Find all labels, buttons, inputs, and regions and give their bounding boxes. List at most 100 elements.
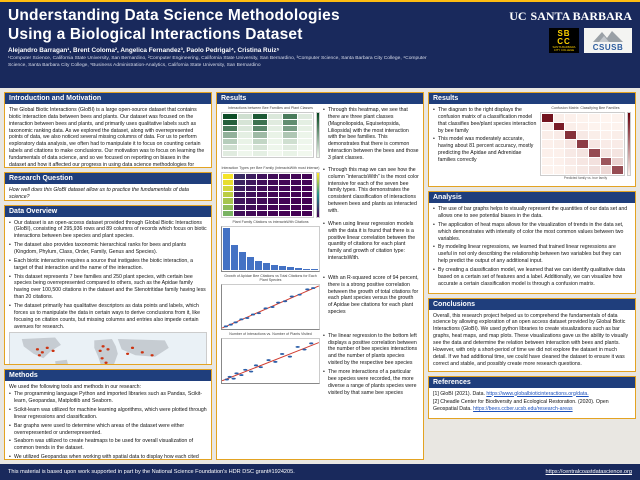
apidae-regression-plot: [221, 283, 320, 330]
results-row-bar-chart: Plant Family Citations vs interactsWith …: [221, 219, 419, 272]
sbcc-logo-sb: SB: [557, 29, 571, 38]
header-logos: UC SANTA BARBARA SB CC SANTA BARBARA CIT…: [482, 7, 632, 85]
sbcc-logo-cc: CC: [557, 36, 571, 46]
section-references: References [1] GloBI (2021). Data. https…: [428, 375, 636, 420]
section-data-overview: Data Overview Our dataset is an open-acc…: [4, 204, 212, 366]
results-bullets: The linear regression to the bottom left…: [323, 333, 419, 399]
analysis-title: Analysis: [429, 192, 635, 204]
results-bullets: When using linear regression models with…: [323, 221, 419, 264]
ucsb-logo-wordmark: SANTA BARBARA: [530, 9, 632, 23]
section-results-main: Results Interactions between Bee Familie…: [216, 92, 424, 460]
poster-title-line2: Using a Biological Interactions Dataset: [8, 25, 303, 43]
methods-list: The programming language Python and impo…: [9, 391, 207, 459]
results2-bullets: The diagram to the right displays the co…: [433, 107, 537, 166]
middle-column: Results Interactions between Bee Familie…: [216, 92, 424, 460]
ucsb-logo: UC SANTA BARBARA: [509, 9, 632, 24]
conclusions-text: Overall, this research project helped us…: [433, 312, 629, 367]
bullet: The programming language Python and impo…: [9, 391, 207, 405]
reference-link[interactable]: https://bees.ccber.ucsb.edu/research-are…: [473, 406, 573, 413]
bullet: Seaborn was utilized to create heatmaps …: [9, 438, 207, 452]
scatter-interactions-title: Number of Interactions vs. Number of Pla…: [229, 331, 312, 336]
bullet: The dataset also provides taxonomic hier…: [9, 242, 207, 256]
interactions-regression-plot: [221, 337, 320, 384]
section-results-continued: Results The diagram to the right display…: [428, 92, 636, 188]
reference-text: [1] GloBI (2021). Data.: [433, 390, 487, 397]
bullet: The application of heat maps allows for …: [433, 222, 631, 243]
ucsb-logo-uc: UC: [509, 9, 527, 23]
references-title: References: [429, 376, 635, 388]
poster-body: Introduction and Motivation The Global B…: [0, 88, 640, 464]
conclusions-title: Conclusions: [429, 298, 635, 310]
bar-chart-title: Plant Family Citations vs interactsWith …: [232, 219, 309, 224]
introduction-title: Introduction and Motivation: [5, 93, 211, 104]
results-row-scatter-apidae: Growth of Apidae Bee Citations vs Total …: [221, 273, 419, 330]
bullet: When using linear regression models with…: [323, 221, 419, 262]
scatter-apidae-title: Growth of Apidae Bee Citations vs Total …: [224, 273, 317, 282]
bullet: We utilized Geopandas when working with …: [9, 454, 207, 459]
bullet: The use of bar graphs helps to visually …: [433, 206, 631, 220]
section-methods: Methods We used the following tools and …: [4, 369, 212, 460]
data-overview-list: Our dataset is an open-access dataset pr…: [9, 220, 207, 331]
bullet: Scikit-learn was utilized for machine le…: [9, 407, 207, 421]
methods-intro: We used the following tools and methods …: [9, 384, 141, 391]
poster-header: Understanding Data Science Methodologies…: [0, 2, 640, 88]
section-research-question: Research Question How well does this Glo…: [4, 171, 212, 201]
reference-item: [1] GloBI (2021). Data. https://www.glob…: [433, 391, 631, 398]
reference-link[interactable]: https://www.globalbioticinteractions.org…: [486, 390, 589, 397]
results-title: Results: [217, 93, 423, 104]
reds-colorbar: [627, 111, 631, 176]
csusb-logo: CSUSB: [584, 28, 632, 53]
confusion-matrix-axis-label: Predicted family vs. true family: [563, 175, 608, 180]
analysis-list: The use of bar graphs helps to visually …: [433, 206, 631, 287]
results-row-heatmap-families: Interactions between Bee Families and Pl…: [221, 106, 419, 164]
bullet: Bar graphs were used to determine which …: [9, 423, 207, 437]
sbcc-logo: SB CC SANTA BARBARA CITY COLLEGE: [549, 28, 579, 54]
bullet: With an R-squared score of 94 percent, t…: [323, 275, 419, 316]
results-bullets: Through this map we can see how the colu…: [323, 167, 419, 217]
bullet: By modeling linear regressions, we learn…: [433, 244, 631, 265]
affiliations-line: ¹Computer Science, California State Univ…: [8, 56, 427, 68]
bullet: This dataset represents 7 bee families a…: [9, 274, 207, 301]
confusion-matrix: [539, 111, 625, 176]
left-column: Introduction and Motivation The Global B…: [4, 92, 212, 460]
footer-url[interactable]: https://centralcoastdatascience.org: [545, 469, 632, 475]
citations-bar-chart: [221, 225, 320, 272]
world-map-figure: [9, 332, 207, 365]
right-column: Results The diagram to the right display…: [428, 92, 636, 460]
research-question-title: Research Question: [5, 172, 211, 184]
interaction-types-heatmap: [221, 171, 314, 218]
introduction-text: The Global Biotic Interactions (GloBI) i…: [9, 107, 205, 167]
bee-plant-heatmap: [221, 111, 314, 158]
footer-acknowledgment: This material is based upon work support…: [8, 469, 295, 475]
bullet: The diagram to the right displays the co…: [433, 107, 537, 134]
partner-logos: SB CC SANTA BARBARA CITY COLLEGE CSUSB: [549, 28, 632, 54]
results2-row: The diagram to the right displays the co…: [433, 106, 631, 180]
csusb-logo-text: CSUSB: [592, 43, 624, 52]
bullet: Our dataset is an open-access dataset pr…: [9, 220, 207, 241]
poster-footer: This material is based upon work support…: [0, 464, 640, 480]
sbcc-logo-caption: SANTA BARBARA CITY COLLEGE: [552, 45, 576, 53]
bullet: The linear regression to the bottom left…: [323, 333, 419, 367]
heatmap-interactions-title: Interaction Types per Bee Family (intera…: [221, 165, 320, 170]
csusb-mountain-icon: [593, 31, 623, 42]
section-conclusions: Conclusions Overall, this research proje…: [428, 297, 636, 372]
results-bullets: Through this heatmap, we see that there …: [323, 107, 419, 164]
bullet: Through this heatmap, we see that there …: [323, 107, 419, 162]
confusion-matrix-title: Confusion Matrix: Classifying Bee Famili…: [551, 106, 620, 110]
bullet: Through this map we can see how the colu…: [323, 167, 419, 215]
results-row-scatter-interactions: Number of Interactions vs. Number of Pla…: [221, 331, 419, 399]
world-map-svg: [21, 337, 169, 365]
bullet: The dataset primarily has qualitative de…: [9, 303, 207, 330]
data-overview-title: Data Overview: [5, 205, 211, 217]
results2-title: Results: [429, 93, 635, 104]
bullet: This model was moderately accurate, havi…: [433, 136, 537, 163]
authors-line: Alejandro Barragan¹, Brent Coloma², Ange…: [8, 47, 280, 55]
results-bullets: With an R-squared score of 94 percent, t…: [323, 275, 419, 318]
heatmap-families-title: Interactions between Bee Families and Pl…: [228, 106, 313, 110]
viridis-colorbar: [316, 171, 320, 218]
reference-item: [2] Cheadle Center for Biodiversity and …: [433, 399, 631, 413]
section-introduction: Introduction and Motivation The Global B…: [4, 92, 212, 168]
greens-colorbar: [316, 111, 320, 158]
methods-title: Methods: [5, 370, 211, 382]
bullet: The more interactions of a particular be…: [323, 369, 419, 396]
